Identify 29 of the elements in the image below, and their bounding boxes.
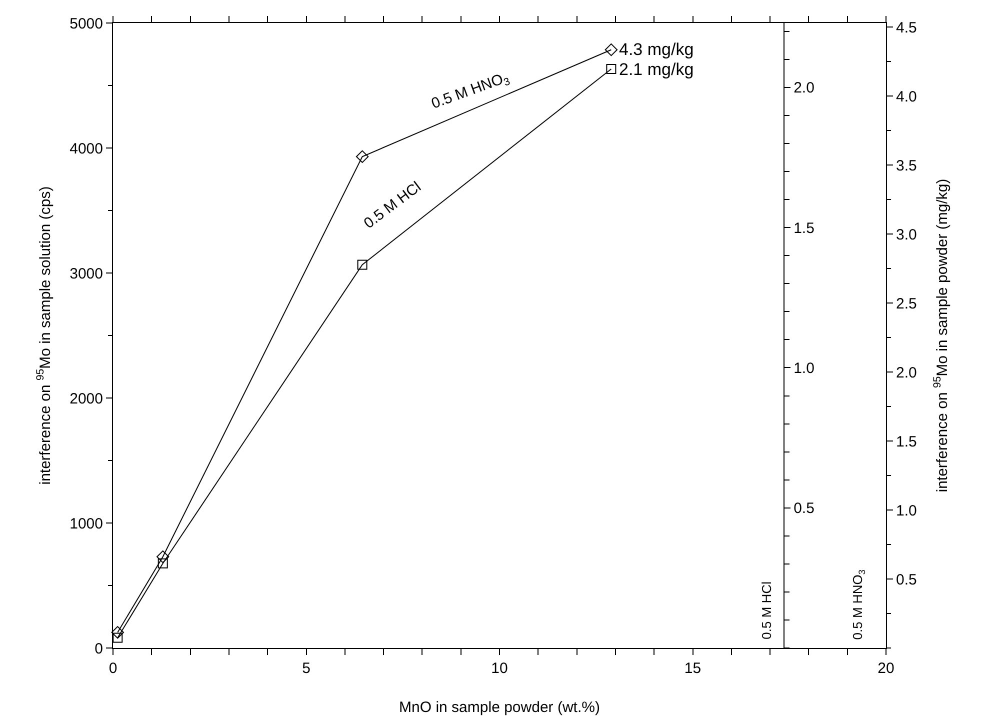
y3-tick-label: 1.0 xyxy=(896,502,917,520)
y3-tick-label: 4.0 xyxy=(896,88,917,106)
y2-tick-label: 2.0 xyxy=(794,80,814,97)
x-tick-label: 20 xyxy=(878,660,894,677)
y3-tick-label: 4.5 xyxy=(896,19,917,36)
y3-tick-label: 3.5 xyxy=(896,157,917,174)
y2-tick-label: 1.5 xyxy=(794,220,814,237)
y3-tick-label: 3.0 xyxy=(896,226,917,244)
y-tick-label: 4000 xyxy=(70,140,103,158)
y3-tick-label: 2.0 xyxy=(896,364,917,382)
y-tick-label: 0 xyxy=(94,640,103,658)
annotation: 4.3 mg/kg xyxy=(619,40,694,59)
y-tick-label: 2000 xyxy=(70,390,103,408)
y2-tick-label: 1.0 xyxy=(794,360,814,377)
annotation: 2.1 mg/kg xyxy=(619,60,694,79)
x-tick-label: 10 xyxy=(491,660,508,677)
y2-axis-title: 0.5 M HCl xyxy=(758,581,774,640)
y3-tick-label: 1.5 xyxy=(896,433,917,450)
x-tick-label: 5 xyxy=(302,660,310,677)
x-tick-label: 0 xyxy=(108,660,118,677)
x-axis-title: MnO in sample powder (wt.%) xyxy=(399,699,600,716)
y2-tick-label: 0.5 xyxy=(794,500,814,518)
text: 0.5 M HCl xyxy=(360,178,424,232)
y-tick-label: 3000 xyxy=(70,265,103,282)
x-tick-label: 15 xyxy=(684,660,702,677)
y3-tick-label: 0.5 xyxy=(896,571,917,588)
y-tick-label: 5000 xyxy=(70,15,103,32)
y-tick-label: 1000 xyxy=(70,515,103,532)
y3-tick-label: 2.5 xyxy=(896,295,917,312)
